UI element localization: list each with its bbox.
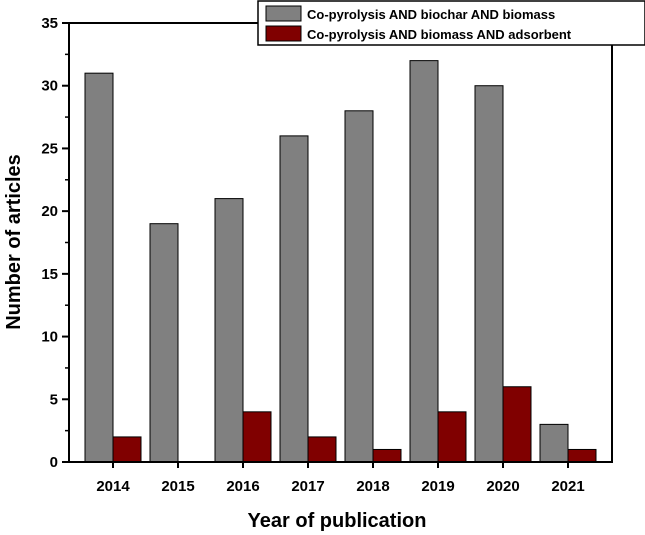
bar-series-2-2018	[372, 448, 402, 463]
y-tick-label-25: 25	[41, 140, 58, 157]
bar-series-1-2016	[214, 198, 244, 463]
bar-series-1-2020	[474, 85, 504, 463]
bars-group	[84, 60, 597, 463]
y-axis-title: Number of articles	[3, 154, 25, 330]
bar-series-1-2015	[149, 223, 179, 463]
legend-swatch-series-1	[265, 5, 302, 22]
x-axis-title: Year of publication	[248, 510, 427, 532]
x-tick-label-2020: 2020	[486, 478, 519, 495]
x-tick-label-2021: 2021	[551, 478, 584, 495]
bar-series-1-2014	[84, 72, 114, 463]
bar-series-1-2019	[409, 60, 439, 463]
legend-swatch-series-2	[265, 25, 302, 42]
bar-series-2-2014	[112, 436, 142, 463]
x-tick-label-2016: 2016	[226, 478, 259, 495]
legend-label-series-2: Co-pyrolysis AND biomass AND adsorbent	[307, 27, 572, 42]
bar-series-1-2017	[279, 135, 309, 463]
x-tick-label-2018: 2018	[356, 478, 389, 495]
ticks-group: 0 5 10 15 20 25 30 35 2014 2015 2016 2017 2018 2019 20…	[41, 15, 584, 495]
y-tick-label-15: 15	[41, 266, 58, 283]
legend-label-series-1: Co-pyrolysis AND biochar AND biomass	[307, 7, 555, 22]
bar-series-2-2017	[307, 436, 337, 463]
bar-series-2-2016	[242, 411, 272, 463]
x-tick-label-2014: 2014	[96, 478, 130, 495]
x-tick-label-2015: 2015	[161, 478, 194, 495]
bar-series-1-2021	[539, 423, 569, 463]
x-tick-label-2017: 2017	[291, 478, 324, 495]
bar-series-2-2020	[502, 386, 532, 463]
y-tick-label-20: 20	[41, 203, 58, 220]
bar-series-2-2021	[567, 448, 597, 463]
y-tick-label-5: 5	[50, 391, 58, 408]
y-tick-label-10: 10	[41, 329, 58, 346]
legend-box	[257, 0, 645, 46]
x-tick-label-2019: 2019	[421, 478, 454, 495]
bar-series-1-2018	[344, 110, 374, 463]
y-tick-label-0: 0	[50, 454, 58, 471]
legend: Co-pyrolysis AND biochar AND biomass Co-…	[257, 0, 645, 46]
y-tick-label-30: 30	[41, 78, 58, 95]
y-tick-label-35: 35	[41, 15, 58, 32]
bar-series-2-2019	[437, 411, 467, 463]
